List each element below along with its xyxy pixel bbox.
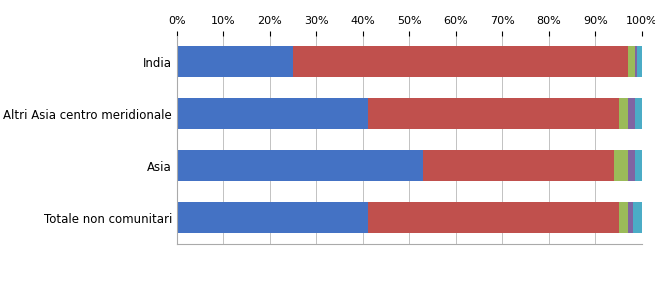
Bar xyxy=(628,150,635,181)
Bar xyxy=(635,150,642,181)
Bar xyxy=(637,46,642,77)
Bar xyxy=(614,150,628,181)
Bar xyxy=(628,46,635,77)
Bar xyxy=(367,98,618,129)
Bar xyxy=(628,98,635,129)
Bar xyxy=(177,98,367,129)
Bar xyxy=(293,46,628,77)
Bar xyxy=(177,150,423,181)
Bar xyxy=(628,202,633,233)
Bar xyxy=(618,98,628,129)
Bar xyxy=(635,98,642,129)
Bar xyxy=(423,150,614,181)
Bar xyxy=(618,202,628,233)
Bar xyxy=(177,46,293,77)
Bar xyxy=(635,46,637,77)
Bar xyxy=(367,202,618,233)
Bar xyxy=(633,202,642,233)
Bar xyxy=(177,202,367,233)
